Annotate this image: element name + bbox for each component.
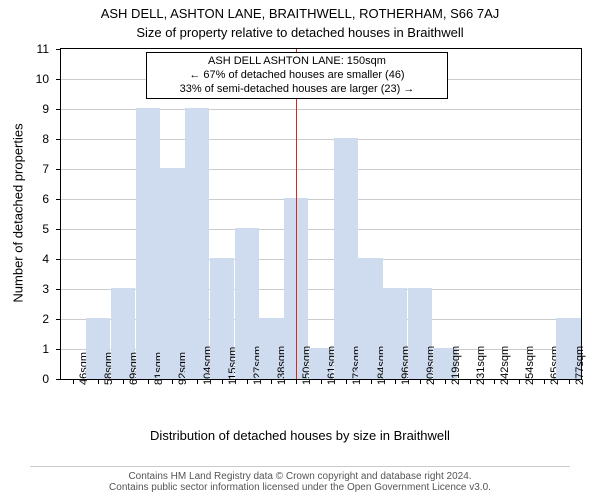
- y-tick-label: 0: [42, 372, 55, 386]
- bar: [334, 138, 358, 379]
- y-axis-label: Number of detached properties: [11, 123, 26, 302]
- footer-line: Contains public sector information licen…: [30, 482, 570, 493]
- y-tick: 7: [42, 162, 61, 176]
- y-tick-label: 10: [36, 72, 55, 86]
- bar: [136, 108, 160, 379]
- y-tick: 4: [42, 252, 61, 266]
- y-tick-label: 7: [42, 162, 55, 176]
- annotation-box: ASH DELL ASHTON LANE: 150sqm← 67% of det…: [146, 52, 448, 99]
- y-tick-mark: [56, 199, 61, 200]
- y-tick-mark: [56, 169, 61, 170]
- x-tick-label: 219sqm: [450, 346, 462, 385]
- y-tick: 5: [42, 222, 61, 236]
- y-tick: 11: [37, 42, 61, 56]
- x-axis-label: Distribution of detached houses by size …: [0, 428, 600, 443]
- y-tick: 0: [42, 372, 61, 386]
- y-tick-mark: [56, 289, 61, 290]
- x-tick-label: 231sqm: [475, 346, 487, 385]
- annotation-line: ASH DELL ASHTON LANE: 150sqm: [153, 55, 441, 69]
- footer: Contains HM Land Registry data © Crown c…: [30, 466, 570, 493]
- y-tick-label: 11: [37, 42, 55, 56]
- y-tick-label: 3: [42, 282, 55, 296]
- y-tick-mark: [56, 259, 61, 260]
- y-tick: 6: [42, 192, 61, 206]
- y-tick-mark: [56, 139, 61, 140]
- y-tick-label: 2: [42, 312, 55, 326]
- y-tick: 3: [42, 282, 61, 296]
- y-tick-label: 8: [42, 132, 55, 146]
- bar: [160, 168, 184, 379]
- y-tick: 2: [42, 312, 61, 326]
- y-tick-label: 4: [42, 252, 55, 266]
- y-tick-label: 5: [42, 222, 55, 236]
- bar: [185, 108, 209, 379]
- y-tick-mark: [56, 319, 61, 320]
- y-tick: 1: [42, 342, 61, 356]
- y-tick: 9: [42, 102, 61, 116]
- y-tick-mark: [56, 109, 61, 110]
- x-tick-label: 277sqm: [574, 346, 586, 385]
- y-tick-mark: [56, 229, 61, 230]
- y-tick-label: 1: [42, 342, 55, 356]
- y-tick-mark: [56, 379, 61, 380]
- title-sub: Size of property relative to detached ho…: [0, 25, 600, 40]
- y-tick-mark: [56, 49, 61, 50]
- y-tick-label: 9: [42, 102, 55, 116]
- y-tick-mark: [56, 79, 61, 80]
- title-main: ASH DELL, ASHTON LANE, BRAITHWELL, ROTHE…: [0, 6, 600, 21]
- x-tick-label: 254sqm: [524, 346, 536, 385]
- y-tick: 10: [36, 72, 61, 86]
- x-tick-label: 242sqm: [499, 346, 511, 385]
- annotation-line: ← 67% of detached houses are smaller (46…: [153, 69, 441, 83]
- annotation-line: 33% of semi-detached houses are larger (…: [153, 83, 441, 97]
- y-tick-mark: [56, 349, 61, 350]
- footer-line: Contains HM Land Registry data © Crown c…: [30, 471, 570, 482]
- y-tick: 8: [42, 132, 61, 146]
- y-tick-label: 6: [42, 192, 55, 206]
